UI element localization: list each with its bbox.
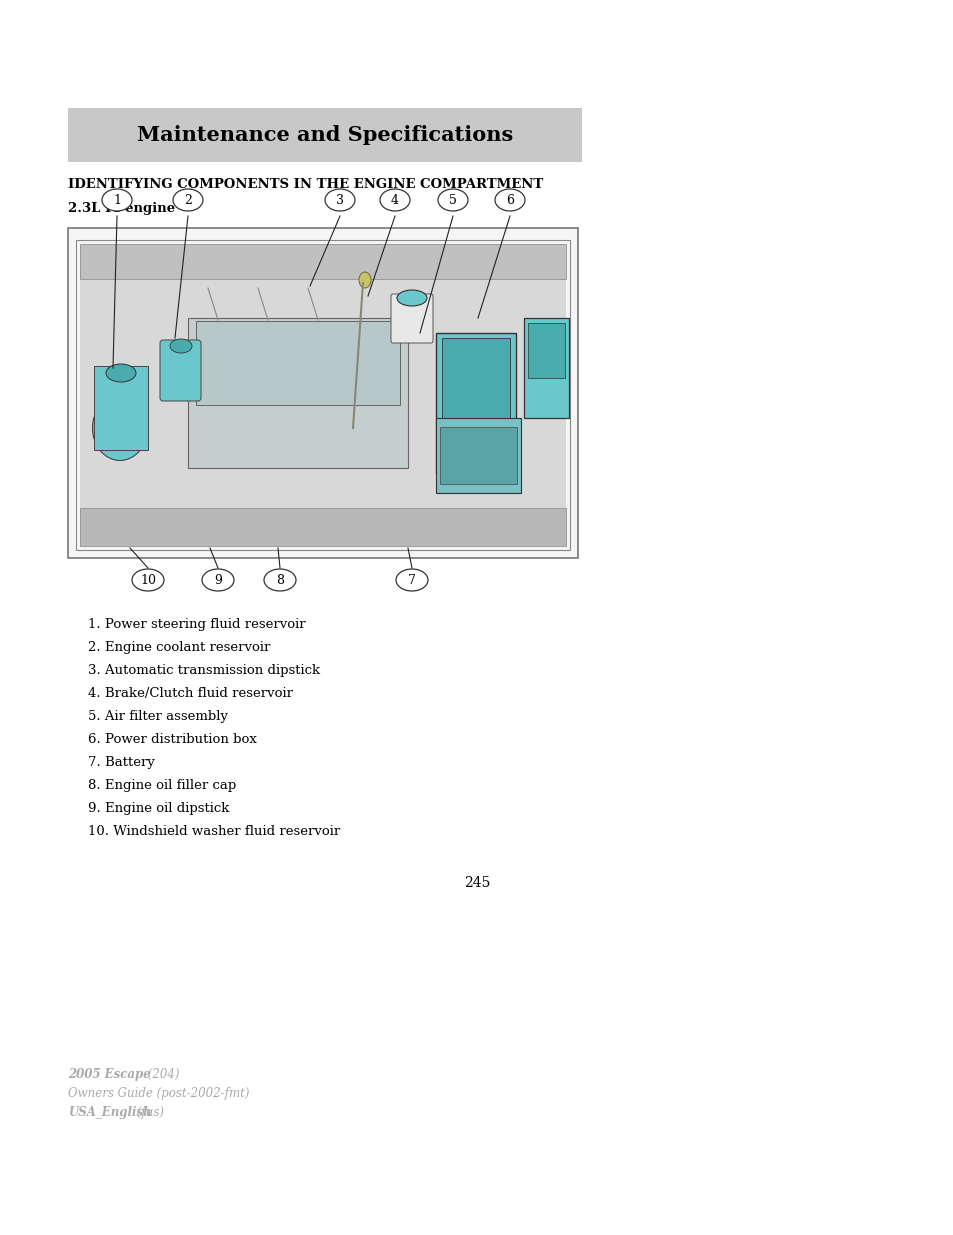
Ellipse shape	[379, 189, 410, 211]
Text: 1: 1	[112, 194, 121, 206]
Text: 7: 7	[408, 573, 416, 587]
Text: 245: 245	[463, 876, 490, 890]
Text: 6: 6	[505, 194, 514, 206]
FancyBboxPatch shape	[441, 338, 510, 417]
Ellipse shape	[102, 189, 132, 211]
Text: 5: 5	[449, 194, 456, 206]
Ellipse shape	[202, 569, 233, 592]
Text: USA_English: USA_English	[68, 1107, 152, 1119]
Text: 2005 Escape: 2005 Escape	[68, 1068, 151, 1081]
FancyBboxPatch shape	[80, 245, 565, 279]
Text: 5. Air filter assembly: 5. Air filter assembly	[88, 710, 228, 722]
Text: (fus): (fus)	[132, 1107, 164, 1119]
Text: 8: 8	[275, 573, 284, 587]
FancyBboxPatch shape	[188, 317, 408, 468]
FancyBboxPatch shape	[527, 324, 564, 378]
Text: 4. Brake/Clutch fluid reservoir: 4. Brake/Clutch fluid reservoir	[88, 687, 293, 700]
FancyBboxPatch shape	[80, 508, 565, 546]
Ellipse shape	[437, 189, 468, 211]
Text: 9. Engine oil dipstick: 9. Engine oil dipstick	[88, 802, 229, 815]
Ellipse shape	[325, 189, 355, 211]
Text: 3. Automatic transmission dipstick: 3. Automatic transmission dipstick	[88, 664, 320, 677]
Text: Owners Guide (post-2002-fmt): Owners Guide (post-2002-fmt)	[68, 1087, 250, 1100]
Text: 1. Power steering fluid reservoir: 1. Power steering fluid reservoir	[88, 618, 305, 631]
Text: 2: 2	[184, 194, 192, 206]
Text: 2. Engine coolant reservoir: 2. Engine coolant reservoir	[88, 641, 270, 655]
Text: 3: 3	[335, 194, 344, 206]
FancyBboxPatch shape	[94, 366, 148, 450]
Text: (204): (204)	[144, 1068, 179, 1081]
FancyBboxPatch shape	[68, 228, 578, 558]
Text: 8. Engine oil filler cap: 8. Engine oil filler cap	[88, 779, 236, 792]
FancyBboxPatch shape	[68, 107, 581, 162]
Text: 10. Windshield washer fluid reservoir: 10. Windshield washer fluid reservoir	[88, 825, 340, 839]
Ellipse shape	[106, 364, 136, 382]
FancyBboxPatch shape	[436, 417, 520, 493]
FancyBboxPatch shape	[436, 333, 516, 473]
Text: 6. Power distribution box: 6. Power distribution box	[88, 734, 256, 746]
Text: 9: 9	[213, 573, 222, 587]
Ellipse shape	[264, 569, 295, 592]
Ellipse shape	[395, 569, 428, 592]
Text: Maintenance and Specifications: Maintenance and Specifications	[136, 125, 513, 144]
FancyBboxPatch shape	[160, 340, 201, 401]
Ellipse shape	[358, 272, 371, 288]
Text: 2.3L I4 engine: 2.3L I4 engine	[68, 203, 175, 215]
Ellipse shape	[132, 569, 164, 592]
Ellipse shape	[396, 290, 427, 306]
Ellipse shape	[172, 189, 203, 211]
FancyBboxPatch shape	[442, 420, 509, 468]
FancyBboxPatch shape	[391, 294, 433, 343]
Text: IDENTIFYING COMPONENTS IN THE ENGINE COMPARTMENT: IDENTIFYING COMPONENTS IN THE ENGINE COM…	[68, 178, 542, 191]
Ellipse shape	[170, 338, 192, 353]
Text: 10: 10	[140, 573, 156, 587]
FancyBboxPatch shape	[80, 245, 565, 546]
Text: 7. Battery: 7. Battery	[88, 756, 154, 769]
FancyBboxPatch shape	[439, 427, 517, 484]
FancyBboxPatch shape	[195, 321, 399, 405]
Ellipse shape	[92, 395, 148, 461]
FancyBboxPatch shape	[523, 317, 568, 417]
Text: 4: 4	[391, 194, 398, 206]
Ellipse shape	[495, 189, 524, 211]
